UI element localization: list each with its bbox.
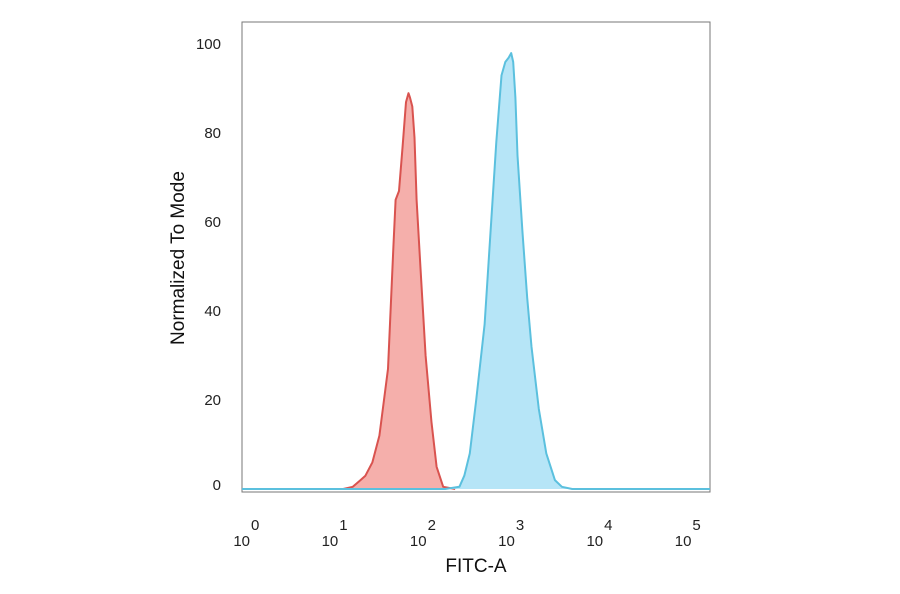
y-tick-label: 40 (204, 303, 221, 320)
x-tick-base: 10 (233, 533, 250, 550)
y-axis-ticks: 0 20 40 60 80 100 (196, 36, 221, 494)
series-1-line (242, 92, 456, 490)
y-tick-label: 60 (204, 214, 221, 231)
y-tick-label: 100 (196, 36, 221, 53)
x-tick-exponent: 0 (251, 517, 259, 534)
series-layer (242, 52, 710, 490)
x-tick-exponent: 3 (516, 517, 524, 534)
y-tick-label: 20 (204, 392, 221, 409)
x-tick-label: 100 (233, 517, 259, 550)
y-tick-label: 0 (213, 477, 221, 494)
x-tick-exponent: 5 (692, 517, 700, 534)
x-tick-label: 102 (410, 517, 436, 550)
x-tick-label: 101 (322, 517, 348, 550)
x-tick-exponent: 4 (604, 517, 612, 534)
x-axis-title: FITC-A (445, 556, 507, 577)
x-tick-base: 10 (498, 533, 515, 550)
series-2-line (242, 52, 710, 490)
x-tick-base: 10 (586, 533, 603, 550)
x-tick-label: 105 (675, 517, 701, 550)
x-tick-base: 10 (410, 533, 427, 550)
x-tick-label: 104 (586, 517, 612, 550)
x-tick-base: 10 (322, 533, 339, 550)
x-tick-exponent: 1 (339, 517, 347, 534)
y-axis-title: Normalized To Mode (168, 171, 189, 345)
x-tick-label: 103 (498, 517, 524, 550)
x-tick-base: 10 (675, 533, 692, 550)
x-tick-exponent: 2 (428, 517, 436, 534)
series-1-area (242, 93, 456, 489)
y-tick-label: 80 (204, 125, 221, 142)
